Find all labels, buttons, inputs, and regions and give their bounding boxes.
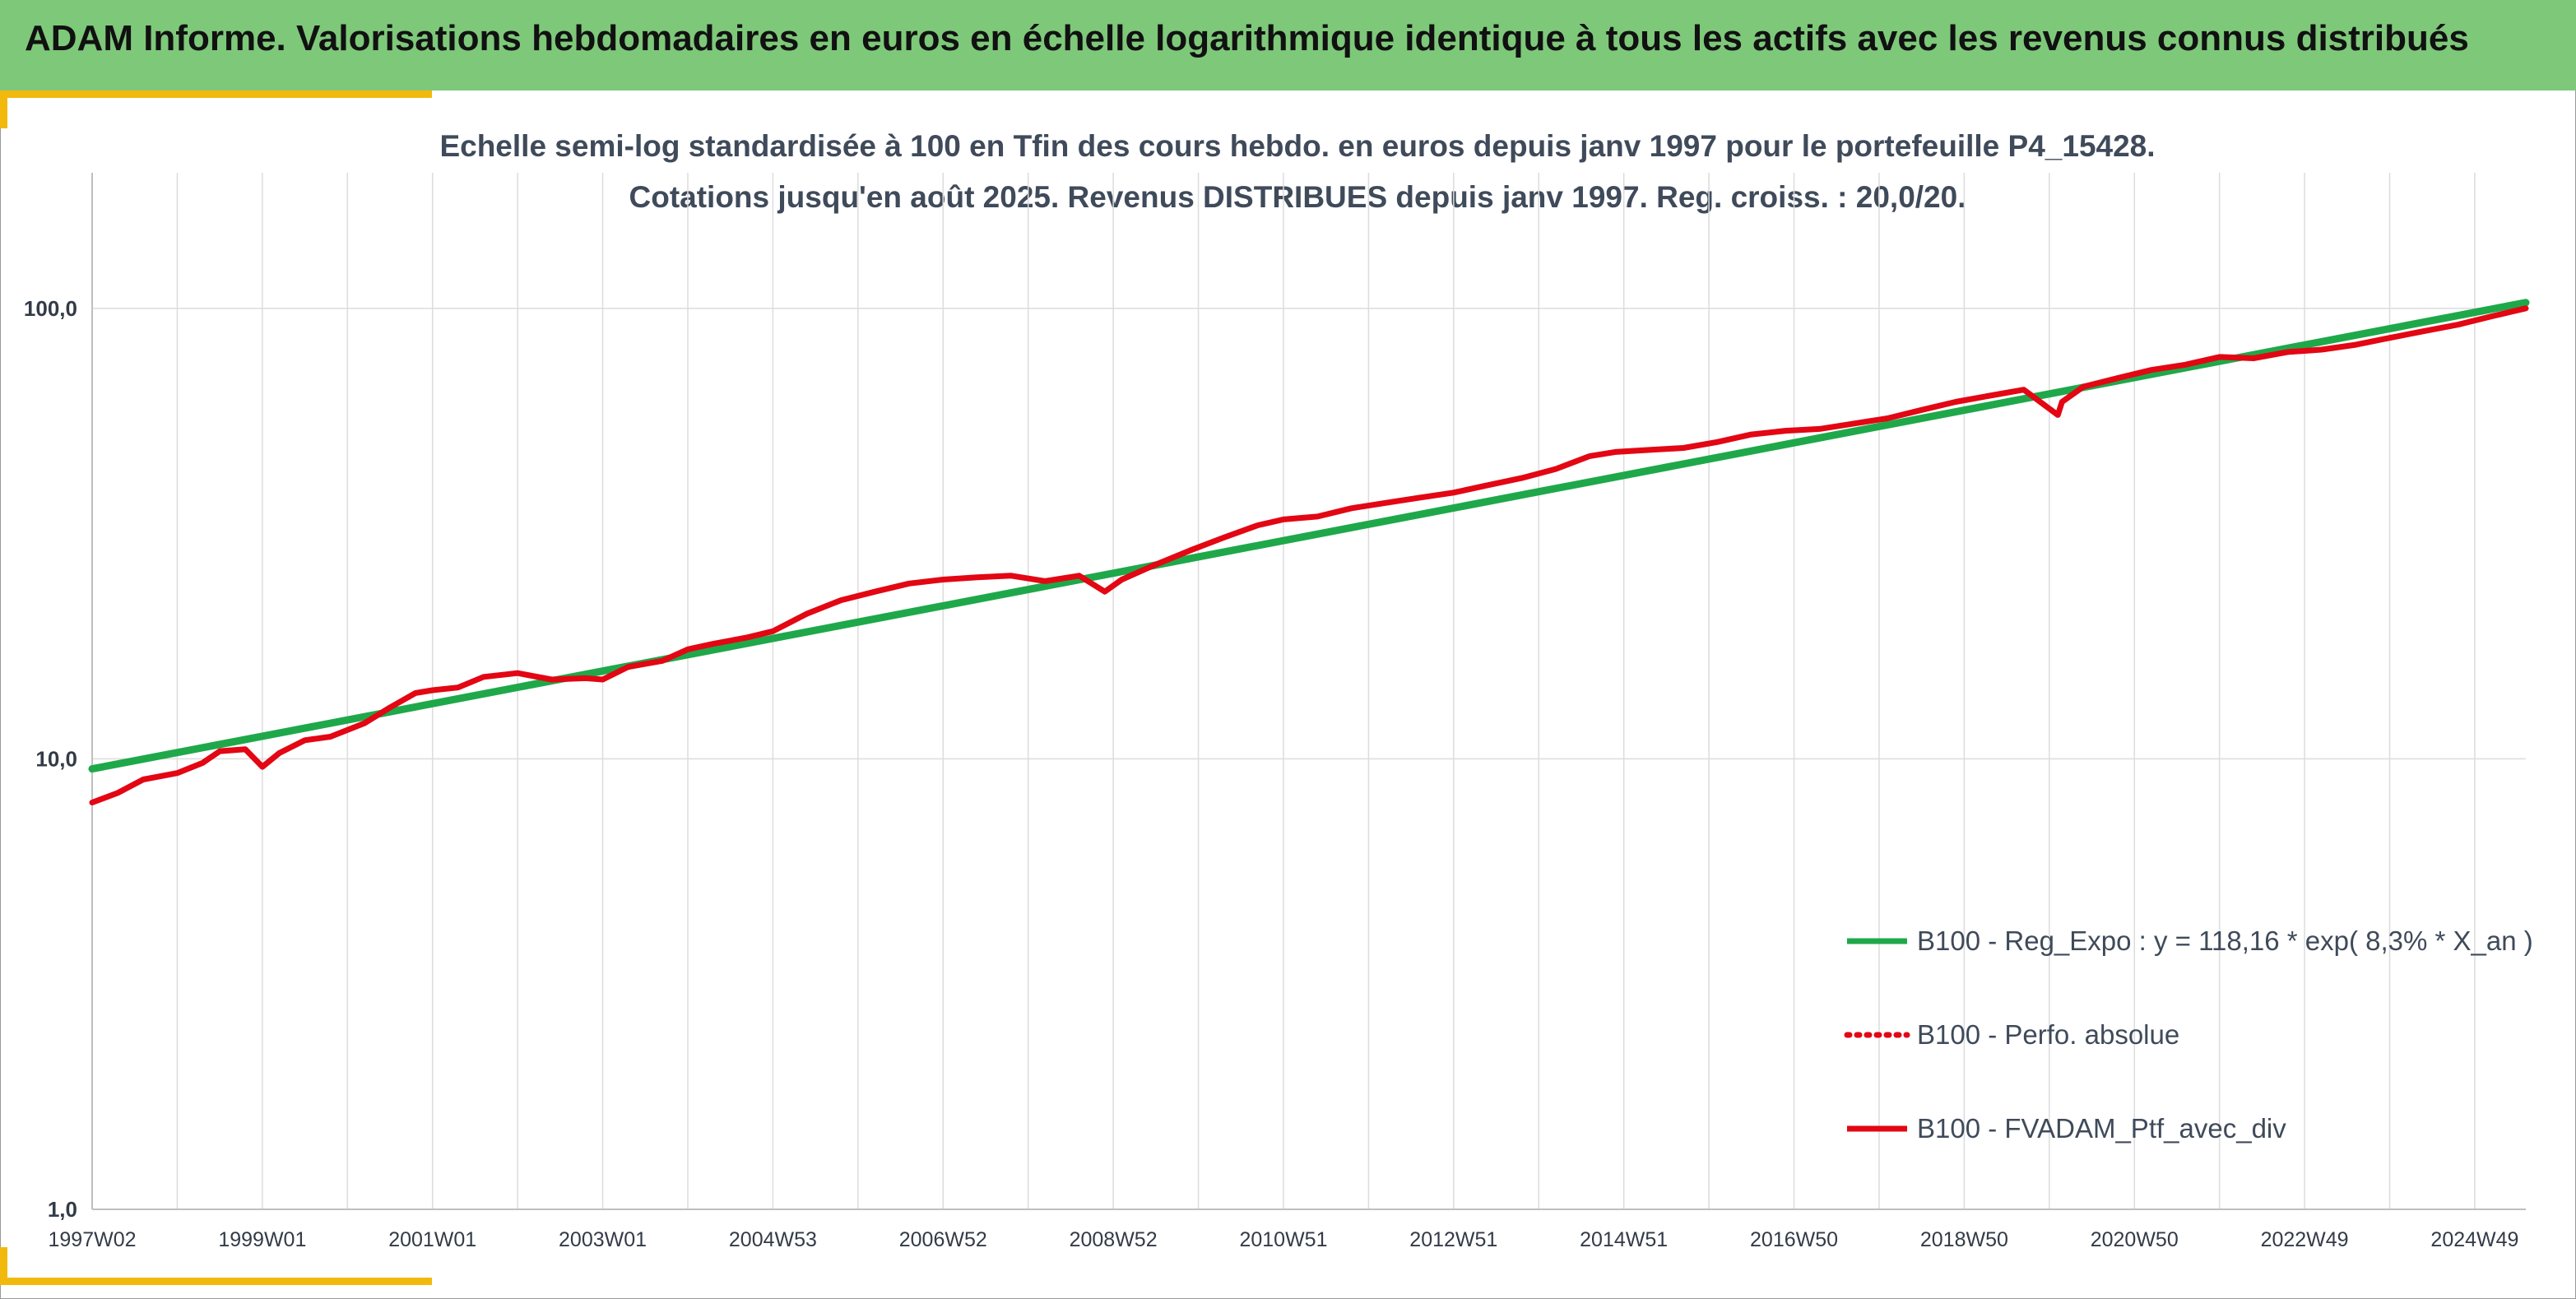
x-tick-label: 2003W01	[559, 1228, 647, 1251]
gold-accent-bottom-corner	[0, 1247, 7, 1285]
x-tick-label: 2018W50	[1920, 1228, 2008, 1251]
x-tick-label: 2022W49	[2261, 1228, 2349, 1251]
x-tick-label: 2001W01	[388, 1228, 476, 1251]
grid	[91, 173, 2526, 1210]
chart-title: Echelle semi-log standardisée à 100 en T…	[439, 129, 2155, 163]
x-tick-label: 2016W50	[1750, 1228, 1838, 1251]
series-lines	[88, 299, 2530, 805]
x-tick-label: 2012W51	[1409, 1228, 1497, 1251]
legend: B100 - Reg_Expo : y = 118,16 * exp( 8,3%…	[1844, 926, 2533, 1144]
x-tick-label: 2010W51	[1239, 1228, 1327, 1251]
header-banner: ADAM Informe. Valorisations hebdomadaire…	[0, 0, 2576, 90]
legend-label: B100 - Reg_Expo : y = 118,16 * exp( 8,3%…	[1917, 926, 2533, 956]
x-tick-label: 1999W01	[218, 1228, 306, 1251]
legend-label: B100 - FVADAM_Ptf_avec_div	[1917, 1113, 2286, 1144]
x-tick-label: 1997W02	[48, 1228, 136, 1251]
y-tick-label: 1,0	[48, 1197, 77, 1222]
series-line-regression	[88, 299, 2530, 773]
x-tick-label: 2014W51	[1580, 1228, 1668, 1251]
y-tick-label: 10,0	[35, 746, 77, 771]
x-tick-label: 2004W53	[729, 1228, 817, 1251]
page-title: ADAM Informe. Valorisations hebdomadaire…	[25, 18, 2469, 58]
axis-ticks: 1997W02 1999W01 2001W01 2003W01 2004W53 2006W…	[24, 296, 2519, 1251]
x-tick-label: 2008W52	[1070, 1228, 1158, 1251]
gold-accent-top-bar	[0, 90, 432, 98]
legend-label: B100 - Perfo. absolue	[1917, 1019, 2179, 1050]
y-tick-label: 100,0	[24, 296, 77, 321]
gold-accent-top-corner	[0, 90, 7, 128]
gold-accent-bottom-bar	[0, 1278, 432, 1285]
x-tick-label: 2006W52	[899, 1228, 987, 1251]
series-line-portfolio	[89, 305, 2529, 805]
x-tick-label: 2024W49	[2430, 1228, 2518, 1251]
x-tick-label: 2020W50	[2091, 1228, 2179, 1251]
chart-subtitle: Cotations jusqu'en août 2025. Revenus DI…	[629, 180, 1966, 214]
